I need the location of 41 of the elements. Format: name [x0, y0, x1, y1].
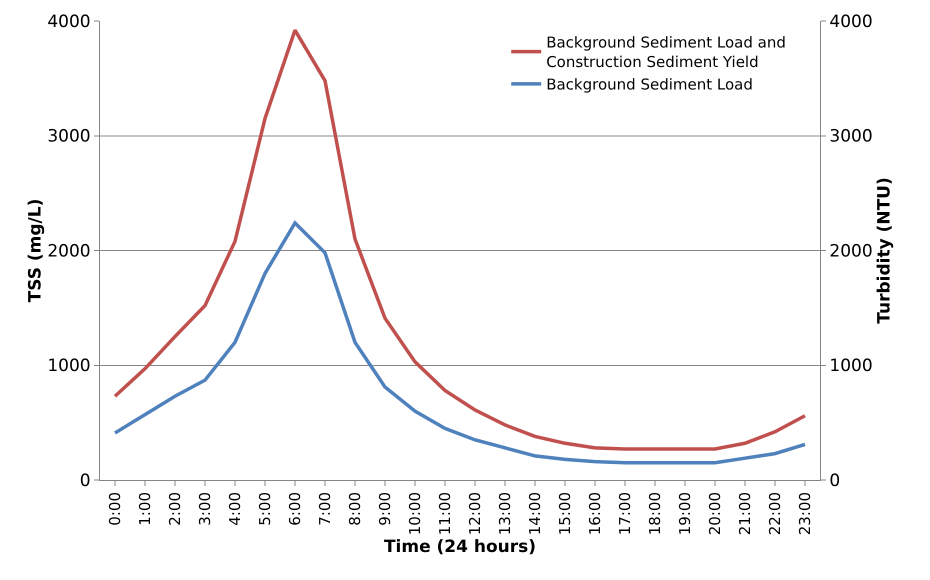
- x-tick-label: 4:00: [226, 492, 244, 526]
- x-tick-label: 0:00: [106, 492, 124, 526]
- x-tick-label: 8:00: [346, 492, 364, 526]
- x-tick-label: 11:00: [436, 492, 454, 536]
- x-tick-label: 13:00: [496, 492, 514, 536]
- y2-tick-label: 3000: [829, 126, 873, 147]
- x-tick-label: 16:00: [586, 492, 604, 536]
- x-tick-label: 22:00: [766, 492, 784, 536]
- x-tick-label: 12:00: [466, 492, 484, 536]
- x-tick-label: 20:00: [706, 492, 724, 536]
- x-tick-label: 6:00: [286, 492, 304, 526]
- y-tick-label: 0: [80, 470, 91, 491]
- y-axis-title: TSS (mg/L): [25, 198, 46, 302]
- line-series: [113, 221, 807, 465]
- y-tick-label: 4000: [47, 12, 91, 32]
- x-axis-title: Time (24 hours): [384, 537, 536, 558]
- x-tick-label: 2:00: [166, 492, 184, 526]
- x-tick-label: 10:00: [406, 492, 424, 536]
- x-tick-label: 15:00: [556, 492, 574, 536]
- x-tick-label: 1:00: [136, 492, 154, 526]
- x-tick-label: 3:00: [196, 492, 214, 526]
- x-tick-label: 21:00: [736, 492, 754, 536]
- y-tick-label: 3000: [47, 126, 91, 147]
- y2-tick-label: 1000: [829, 356, 873, 376]
- legend-label: Background Sediment Load: [546, 76, 753, 94]
- y-tick-label: 1000: [47, 356, 91, 376]
- y2-axis-title: Turbidity (NTU): [874, 177, 895, 324]
- x-tick-label: 9:00: [376, 492, 394, 526]
- x-tick-label: 14:00: [526, 492, 544, 536]
- legend-label: Background Sediment Load and Construction Sediment Yield: [546, 34, 786, 72]
- y2-tick-label: 0: [829, 470, 840, 491]
- x-tick-label: 7:00: [316, 492, 334, 526]
- x-tick-label: 23:00: [796, 492, 814, 536]
- x-tick-label: 18:00: [646, 492, 664, 536]
- x-tick-label: 19:00: [676, 492, 694, 536]
- x-tick-label: 17:00: [616, 492, 634, 536]
- x-tick-label: 5:00: [256, 492, 274, 526]
- y2-tick-label: 2000: [829, 241, 873, 262]
- line-series: [113, 28, 807, 451]
- y2-tick-label: 4000: [829, 12, 873, 32]
- y-tick-label: 2000: [47, 241, 91, 262]
